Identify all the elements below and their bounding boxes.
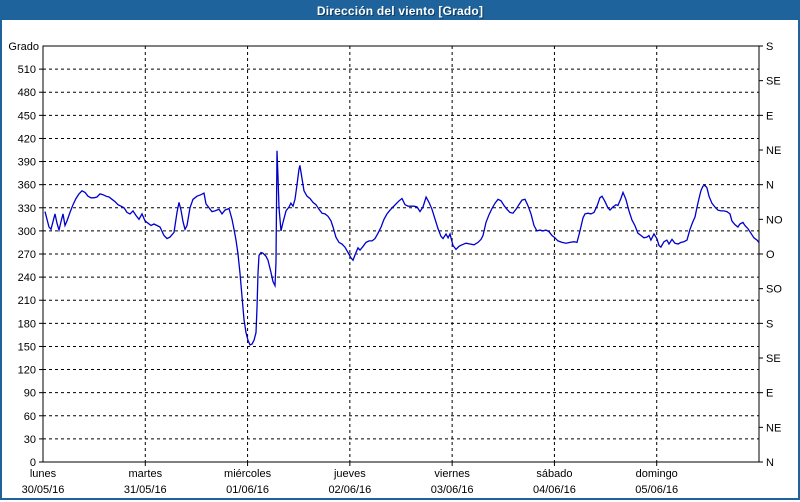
y-left-tick-label: 150 xyxy=(18,341,36,353)
y-right-tick-label: SE xyxy=(766,353,781,365)
y-right-tick-label: N xyxy=(766,180,774,192)
y-left-tick-label: 180 xyxy=(18,318,36,330)
y-right-tick-label: NO xyxy=(766,214,783,226)
y-left-tick-label: 390 xyxy=(18,157,36,169)
x-day-name: miércoles xyxy=(224,468,272,480)
y-axis-unit-label: Grado xyxy=(8,41,39,53)
y-left-tick-label: 210 xyxy=(18,295,36,307)
x-day-date: 30/05/16 xyxy=(22,484,65,496)
y-left-tick-label: 510 xyxy=(18,64,36,76)
window-title: Dirección del viento [Grado] xyxy=(316,4,484,18)
x-day-date: 01/06/16 xyxy=(226,484,269,496)
y-left-tick-label: 0 xyxy=(30,457,36,469)
x-day-date: 05/06/16 xyxy=(635,484,678,496)
y-right-tick-label: S xyxy=(766,318,773,330)
y-left-tick-label: 450 xyxy=(18,110,36,122)
y-right-tick-label: NE xyxy=(766,422,781,434)
y-right-tick-label: O xyxy=(766,249,775,261)
y-right-tick-label: N xyxy=(766,457,774,469)
y-left-tick-label: 90 xyxy=(24,388,36,400)
y-right-tick-label: E xyxy=(766,110,773,122)
x-day-name: lunes xyxy=(30,468,57,480)
y-left-tick-label: 270 xyxy=(18,249,36,261)
y-right-tick-label: S xyxy=(766,41,773,53)
x-day-name: viernes xyxy=(434,468,470,480)
x-day-name: jueves xyxy=(333,468,366,480)
x-day-date: 31/05/16 xyxy=(124,484,167,496)
y-left-tick-label: 120 xyxy=(18,365,36,377)
y-left-tick-label: 240 xyxy=(18,272,36,284)
y-right-tick-label: SE xyxy=(766,76,781,88)
y-left-tick-label: 330 xyxy=(18,203,36,215)
y-right-tick-label: E xyxy=(766,388,773,400)
y-left-tick-label: 30 xyxy=(24,434,36,446)
x-day-name: martes xyxy=(128,468,162,480)
y-right-tick-label: NE xyxy=(766,145,781,157)
x-day-date: 02/06/16 xyxy=(328,484,371,496)
y-left-tick-label: 60 xyxy=(24,411,36,423)
y-left-tick-label: 360 xyxy=(18,180,36,192)
x-day-date: 04/06/16 xyxy=(533,484,576,496)
y-left-tick-label: 300 xyxy=(18,226,36,238)
wind-direction-line xyxy=(44,150,760,346)
x-day-name: domingo xyxy=(636,468,678,480)
x-day-date: 03/06/16 xyxy=(431,484,474,496)
y-right-tick-label: SO xyxy=(766,284,782,296)
y-left-tick-label: 480 xyxy=(18,87,36,99)
window-titlebar: Dirección del viento [Grado] xyxy=(2,2,798,20)
x-day-name: sábado xyxy=(536,468,572,480)
y-left-tick-label: 420 xyxy=(18,133,36,145)
